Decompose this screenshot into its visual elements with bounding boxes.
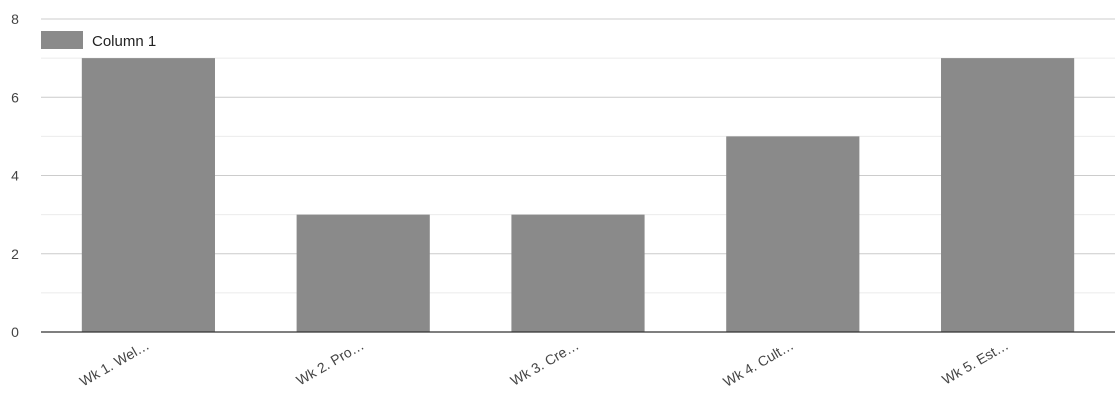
bar: [81, 58, 215, 332]
bar: [941, 58, 1075, 332]
x-tick-label: Wk 4. Cult…: [720, 337, 796, 390]
legend: Column 1: [41, 31, 156, 50]
x-tick-label: Wk 5. Est…: [939, 337, 1011, 388]
y-tick-label: 6: [11, 89, 19, 105]
y-tick-label: 0: [11, 324, 19, 340]
x-tick-label: Wk 2. Pro…: [293, 337, 366, 389]
bars: [81, 58, 1075, 332]
bar: [726, 136, 860, 332]
bar: [296, 214, 430, 332]
bar: [511, 214, 645, 332]
x-tick-label: Wk 3. Cre…: [507, 337, 581, 389]
legend-label: Column 1: [92, 33, 156, 50]
y-tick-label: 8: [11, 11, 19, 27]
x-tick-label: Wk 1. Wel…: [77, 337, 152, 390]
y-tick-label: 4: [11, 168, 19, 184]
legend-swatch: [41, 31, 83, 49]
y-tick-label: 2: [11, 246, 19, 262]
